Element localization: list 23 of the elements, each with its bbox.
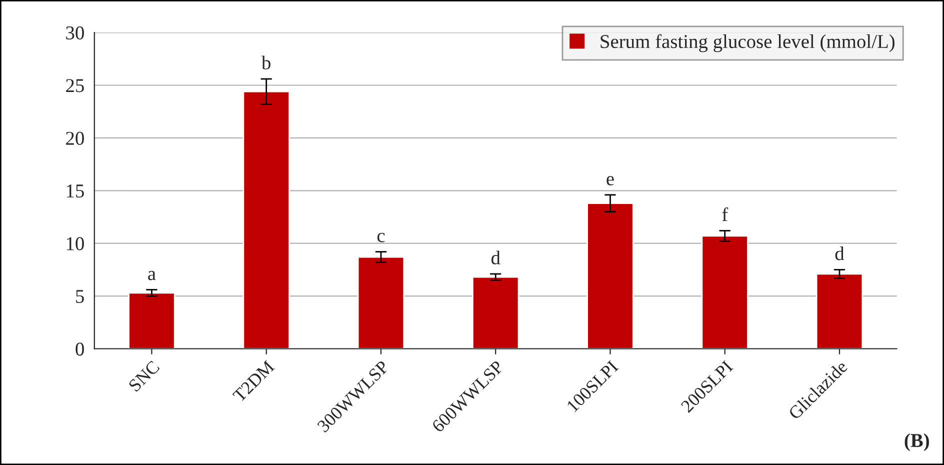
annotation: d (491, 250, 500, 264)
bar (242, 90, 290, 349)
bar (586, 202, 634, 349)
annotation: c (377, 232, 385, 242)
annotation: e (606, 176, 614, 186)
y-tick-label: 10 (66, 237, 84, 250)
annotation: f (722, 207, 728, 222)
bar (128, 292, 176, 349)
y-tick-label: 0 (76, 342, 84, 356)
bar (701, 235, 748, 349)
bar (816, 273, 864, 349)
legend-label: Serum fasting glucose level (mmol/L) (600, 34, 894, 52)
annotation: b (261, 56, 270, 70)
bar (357, 256, 405, 349)
y-tick-label: 30 (66, 26, 84, 40)
y-tick-label: 5 (76, 290, 84, 303)
bar (472, 276, 520, 349)
text: (B) (904, 433, 929, 452)
y-tick-label: 20 (66, 132, 84, 145)
y-tick-label: 15 (66, 184, 84, 198)
y-tick-label: 25 (66, 79, 84, 92)
annotation: d (835, 246, 844, 260)
annotation: a (148, 270, 156, 280)
